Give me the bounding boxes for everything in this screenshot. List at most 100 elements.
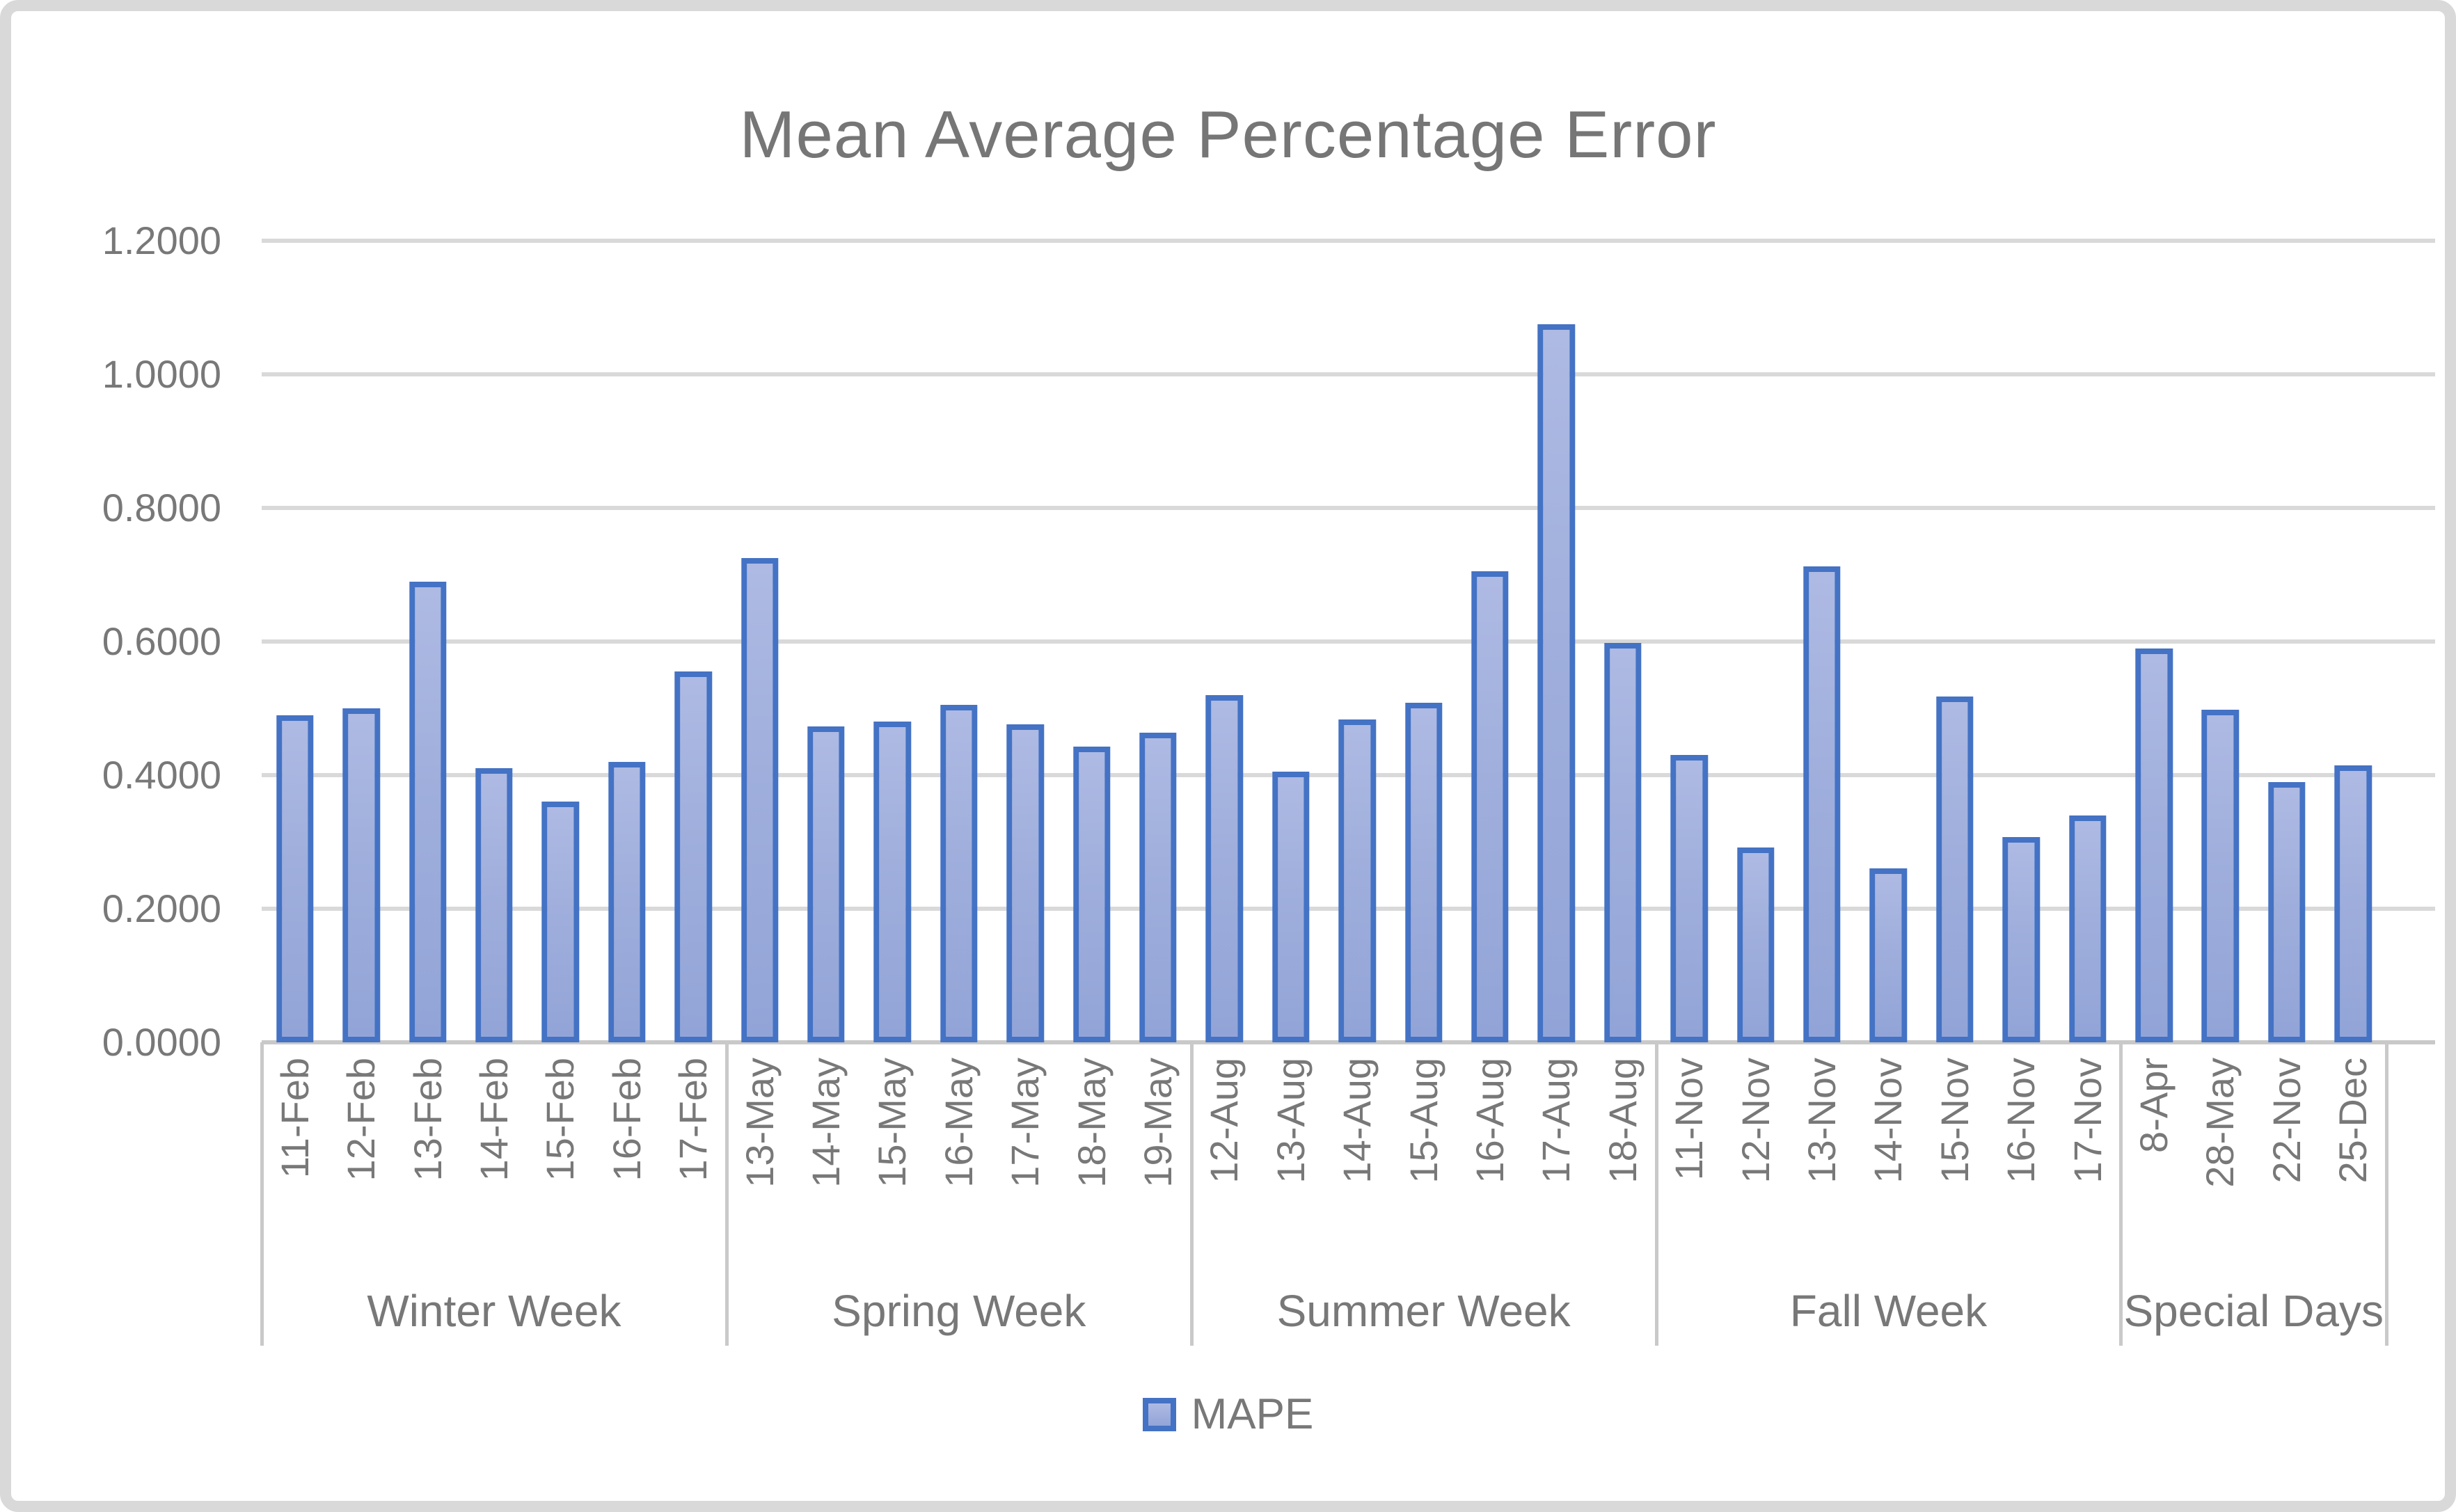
x-slot: 12-Feb [328,1042,394,1272]
x-axis-date-label: 15-Feb [538,1058,583,1181]
x-slot: 8-Apr [2121,1042,2187,1272]
x-axis-date-label: 17-Aug [1534,1058,1578,1184]
bar-slot [1324,241,1391,1042]
bar[interactable] [1205,694,1244,1042]
x-axis-date-label: 13-Feb [405,1058,450,1181]
bar-slot [1391,241,1457,1042]
x-axis-date-label: 17-May [1003,1058,1047,1188]
bar[interactable] [1604,642,1642,1042]
legend-label: MAPE [1191,1390,1314,1438]
bar-slot [1258,241,1324,1042]
x-slot: 16-Aug [1457,1042,1523,1272]
x-slot: 14-May [793,1042,859,1272]
bar[interactable] [1537,324,1576,1042]
x-axis-date-label: 15-Nov [1932,1058,1976,1184]
bar[interactable] [1139,732,1177,1042]
x-slot: 13-Nov [1789,1042,1855,1272]
bar[interactable] [1072,746,1111,1042]
bar-slot [328,241,394,1042]
x-slot: 16-Nov [1988,1042,2054,1272]
bar-slot [461,241,527,1042]
x-slot: 19-May [1125,1042,1191,1272]
bar-slot [660,241,726,1042]
bar[interactable] [1869,868,1908,1042]
bar[interactable] [1404,703,1443,1042]
bar[interactable] [2334,765,2372,1042]
x-slot: 16-Feb [594,1042,660,1272]
bar[interactable] [1670,755,1708,1042]
x-axis-date-label: 17-Nov [2065,1058,2109,1184]
bar[interactable] [1471,571,1509,1042]
gridline [262,239,2435,243]
bar[interactable] [2268,781,2306,1042]
bar-slot [1789,241,1855,1042]
bar-slot [1523,241,1590,1042]
x-slot: 17-Nov [2054,1042,2121,1272]
group-label: Winter Week [367,1286,621,1336]
x-axis-date-label: 11-Nov [1667,1058,1711,1181]
x-axis-date-label: 16-Feb [604,1058,649,1181]
bar-slot [1590,241,1656,1042]
x-axis-date-labels: 11-Feb 12-Feb 13-Feb 14-Feb 15-Feb 16-Feb 17-F… [262,1042,2386,1272]
x-axis-date-label: 16-May [936,1058,981,1188]
x-axis-date-label: 28-May [2198,1058,2242,1188]
x-axis-date-label: 17-Feb [671,1058,715,1181]
bar-slot [1855,241,1922,1042]
bar[interactable] [674,671,712,1042]
bar[interactable] [1936,696,1974,1042]
bar-slot [2320,241,2386,1042]
group-label: Spring Week [832,1286,1086,1336]
bar[interactable] [409,581,447,1042]
bar[interactable] [475,768,513,1042]
bar-slot [2187,241,2253,1042]
bar[interactable] [1736,847,1775,1042]
bar[interactable] [740,558,779,1042]
bar[interactable] [541,802,580,1042]
bar-slot [1125,241,1191,1042]
bar[interactable] [2002,837,2040,1042]
bar[interactable] [1272,772,1310,1042]
bar[interactable] [1803,566,1841,1042]
bar[interactable] [2068,815,2107,1042]
bar[interactable] [1006,724,1044,1042]
bar-slot [2253,241,2320,1042]
bar-slot [2121,241,2187,1042]
bar[interactable] [1338,719,1376,1042]
bar[interactable] [940,705,978,1042]
bar[interactable] [807,726,845,1042]
bar-slot [1988,241,2054,1042]
y-axis-tick-label: 0.2000 [102,886,221,930]
bar[interactable] [873,722,912,1042]
leader-line [724,1042,729,1346]
bar[interactable] [276,715,314,1042]
group-label: Fall Week [1789,1286,1988,1336]
x-slot: 25-Dec [2320,1042,2386,1272]
bar[interactable] [2135,648,2173,1042]
legend[interactable]: MAPE [11,1392,2445,1437]
x-slot: 18-Aug [1590,1042,1656,1272]
bars-row [262,241,2386,1042]
x-slot: 15-Feb [528,1042,594,1272]
bar-slot [793,241,859,1042]
bar-slot [594,241,660,1042]
bar[interactable] [608,761,646,1042]
gridline [262,639,2435,644]
bar-slot [528,241,594,1042]
x-axis-date-label: 12-Feb [339,1058,383,1181]
bar[interactable] [342,708,380,1042]
bar-slot [262,241,328,1042]
x-slot: 13-Feb [395,1042,461,1272]
x-slot: 28-May [2187,1042,2253,1272]
bar-slot [727,241,793,1042]
bar[interactable] [2201,709,2240,1042]
y-axis-tick-label: 0.0000 [102,1020,221,1064]
y-axis-tick-label: 0.4000 [102,753,221,797]
x-slot: 13-May [727,1042,793,1272]
bar-slot [992,241,1058,1042]
bar-slot [1922,241,1988,1042]
plot-area [262,239,2435,1044]
x-axis-date-label: 11-Feb [272,1058,317,1179]
x-slot: 15-Aug [1391,1042,1457,1272]
x-axis-date-label: 18-May [1069,1058,1114,1188]
